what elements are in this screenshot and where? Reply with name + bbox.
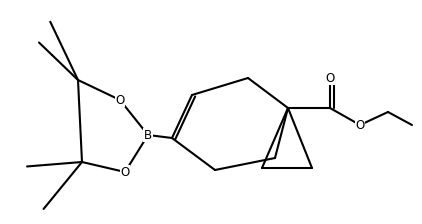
Text: O: O <box>325 71 335 84</box>
Text: O: O <box>115 93 124 106</box>
Text: O: O <box>355 118 365 131</box>
Text: O: O <box>120 166 130 179</box>
Text: B: B <box>144 129 152 142</box>
